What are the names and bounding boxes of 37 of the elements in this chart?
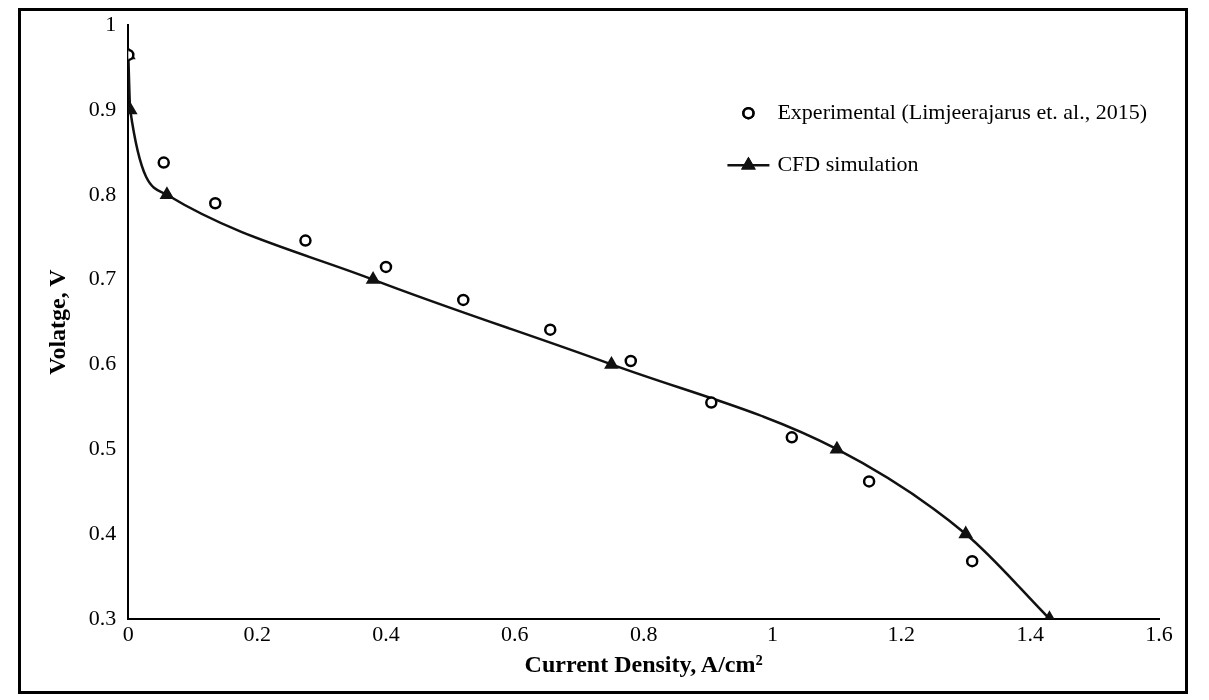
point — [830, 441, 844, 454]
x-axis-title: Current Density, A/cm² — [524, 650, 763, 677]
point — [705, 396, 718, 409]
point — [160, 187, 174, 200]
x-tick-label: 1.4 — [1016, 620, 1044, 646]
y-tick-label: 0.7 — [88, 265, 117, 291]
point — [366, 272, 380, 284]
point — [299, 234, 312, 247]
point — [785, 431, 799, 444]
y-tick-label: 0.8 — [88, 180, 117, 206]
y-tick-label: 0.3 — [88, 604, 117, 630]
point — [959, 526, 973, 539]
x-tick-label: 1 — [766, 620, 778, 646]
y-tick-label: 0.4 — [88, 519, 117, 545]
y-tick-label: 0.6 — [88, 350, 117, 376]
x-tick-label: 1.6 — [1145, 620, 1173, 646]
x-tick-label: 0.8 — [629, 620, 658, 646]
x-tick-label: 0.6 — [501, 620, 529, 646]
legend-label: CFD simulation — [777, 150, 919, 176]
y-tick-label: 1 — [105, 10, 117, 36]
point — [965, 554, 979, 568]
point — [379, 260, 393, 274]
y-tick-label: 0.5 — [88, 434, 117, 460]
point — [624, 354, 638, 368]
point — [862, 475, 876, 488]
x-tick-label: 0 — [122, 620, 134, 646]
y-tick-label: 0.9 — [88, 95, 117, 121]
point — [157, 156, 170, 169]
point — [543, 323, 557, 336]
x-tick-label: 0.4 — [372, 620, 400, 646]
point — [209, 197, 222, 210]
legend-label: Experimental (Limjeerajarus et. al., 2015) — [777, 98, 1147, 124]
x-tick-label: 0.2 — [243, 620, 271, 646]
y-axis-title: Volatge, V — [43, 268, 70, 375]
x-tick-label: 1.2 — [887, 620, 916, 646]
point — [457, 293, 470, 307]
point — [604, 357, 618, 369]
